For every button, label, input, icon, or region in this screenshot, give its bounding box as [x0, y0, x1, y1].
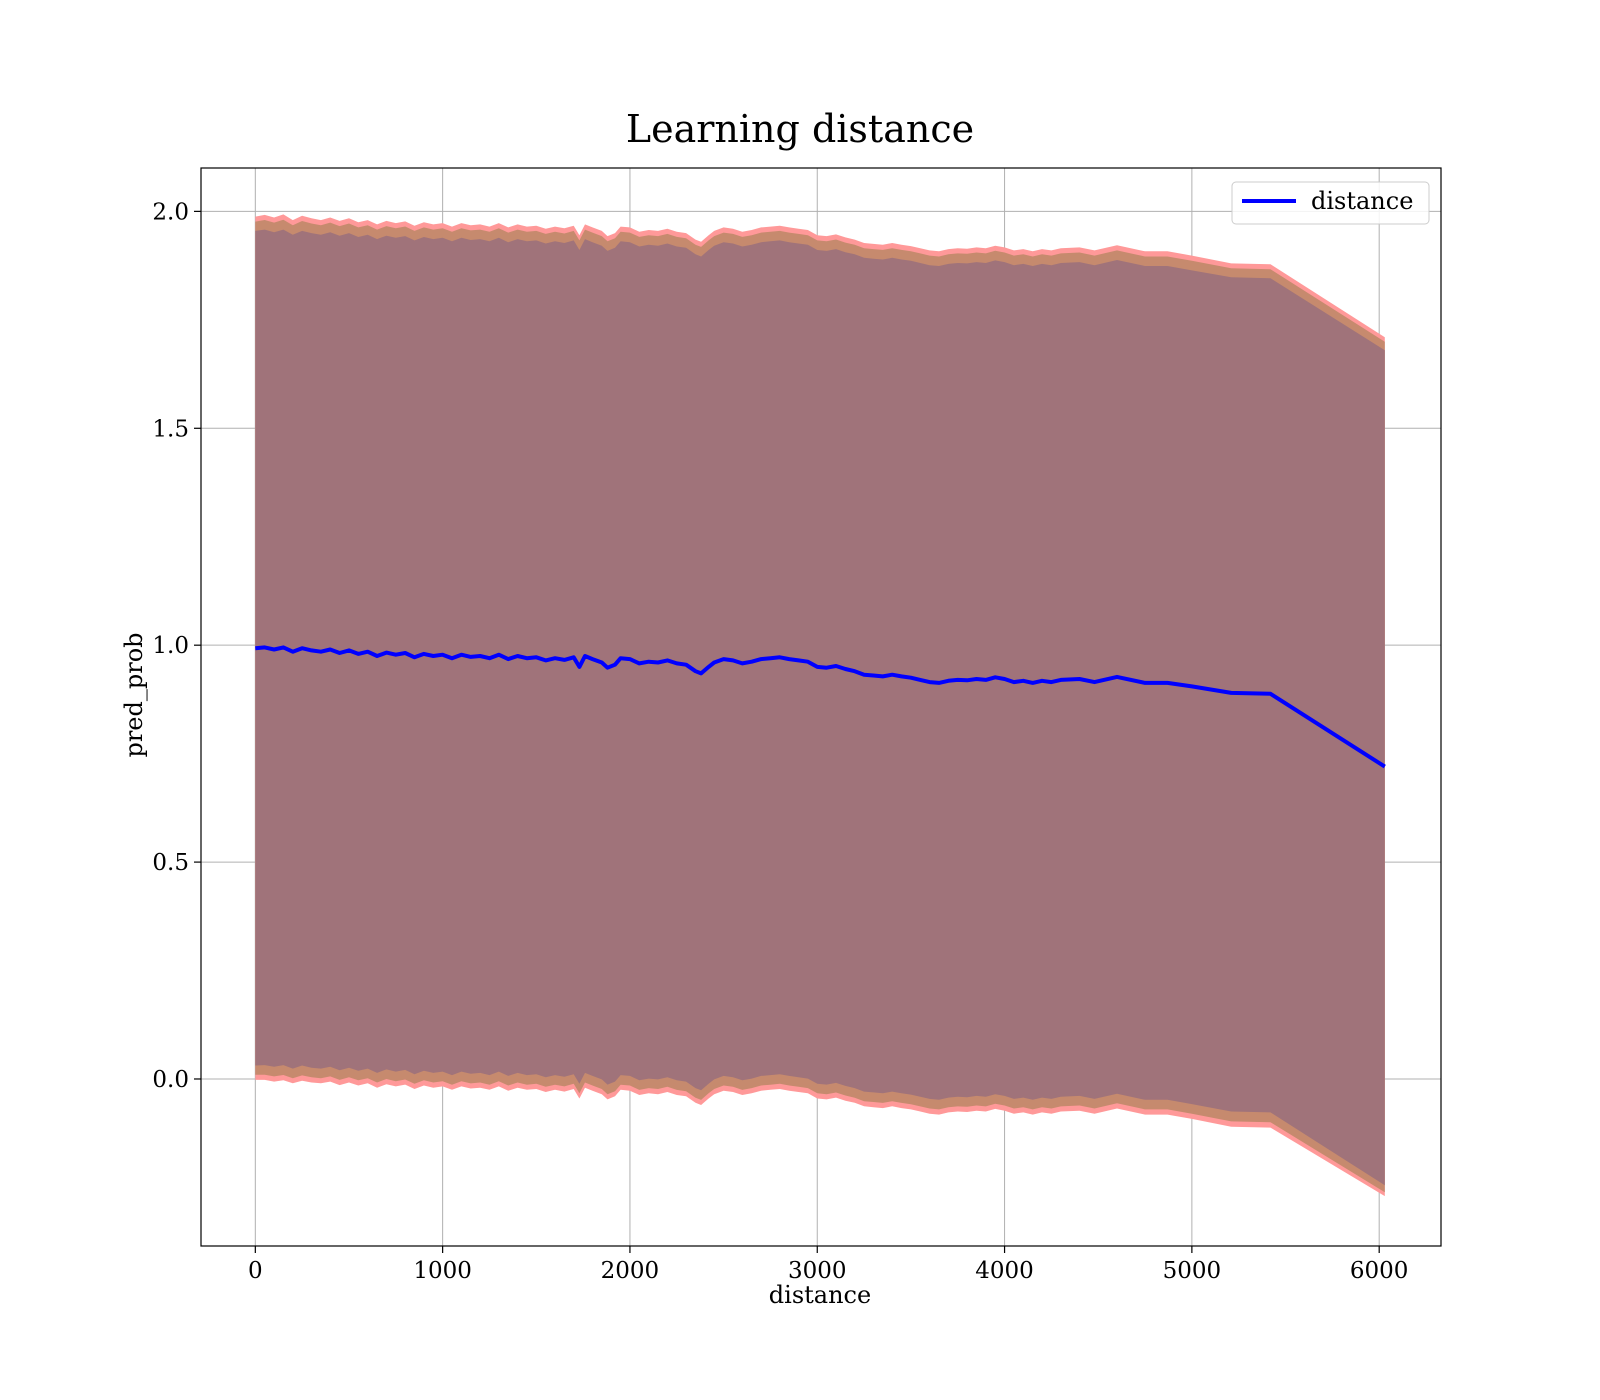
legend: distance: [1231, 181, 1430, 225]
legend-label-distance: distance: [1311, 187, 1413, 215]
x-tick-label: 2000: [601, 1258, 660, 1284]
x-tick-label: 0: [248, 1258, 263, 1284]
y-axis-ticks: 0.0 0.5 1.0 1.5 2.0: [152, 199, 201, 1093]
x-tick-label: 3000: [788, 1258, 847, 1284]
y-axis-label: pred_prob: [120, 632, 148, 757]
inner-band: [255, 229, 1385, 1186]
y-tick-label: 1.0: [152, 633, 189, 659]
legend-box: [1231, 181, 1430, 225]
y-tick-label: 0.0: [152, 1067, 189, 1093]
series-lines: [255, 645, 1386, 769]
x-tick-label: 5000: [1163, 1258, 1222, 1284]
confidence-bands: [255, 214, 1385, 1197]
x-axis-ticks: 0 1000 2000 3000 4000 5000 6000: [248, 1246, 1408, 1284]
x-tick-label: 1000: [413, 1258, 472, 1284]
y-tick-label: 0.5: [152, 850, 189, 876]
series-line-distance: [255, 645, 1386, 769]
x-tick-label: 6000: [1350, 1258, 1409, 1284]
chart-title: Learning distance: [626, 107, 974, 151]
y-tick-label: 2.0: [152, 199, 189, 225]
plot-frame: [200, 167, 1442, 1247]
y-tick-label: 1.5: [152, 416, 189, 442]
x-tick-label: 4000: [975, 1258, 1034, 1284]
x-axis-label: distance: [769, 1281, 871, 1309]
